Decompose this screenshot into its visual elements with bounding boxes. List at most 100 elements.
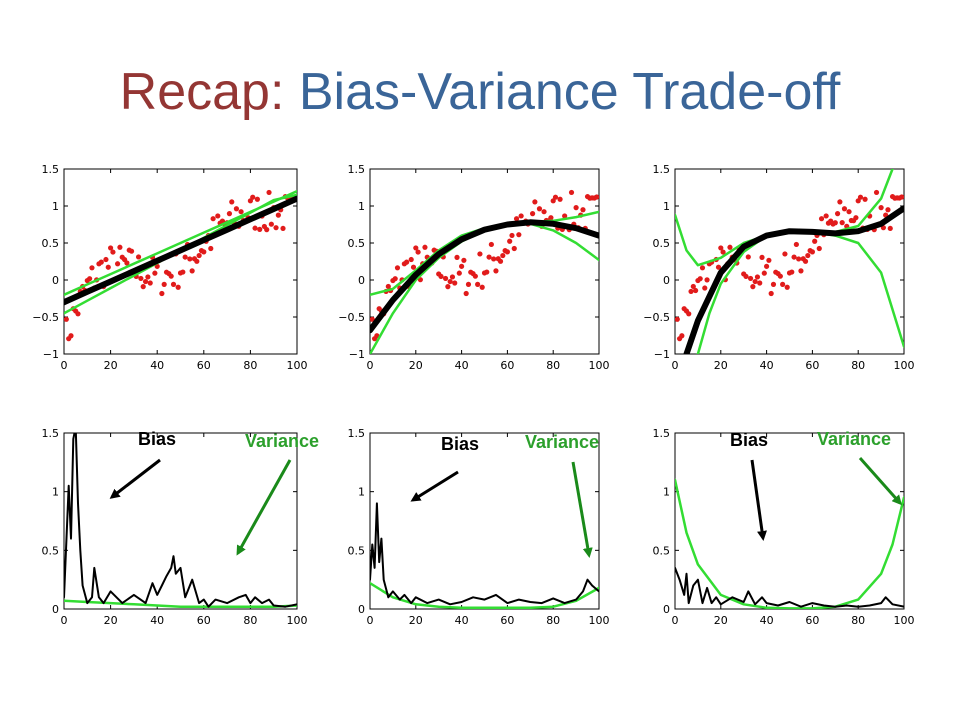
data-point xyxy=(208,245,214,252)
x-tick-label: 40 xyxy=(760,359,774,372)
data-point xyxy=(87,276,93,282)
variance-label-1: Variance xyxy=(245,431,319,451)
data-point xyxy=(266,189,272,196)
data-point xyxy=(529,211,536,217)
data-point xyxy=(196,252,202,259)
variance-label-2: Variance xyxy=(525,432,599,452)
data-point xyxy=(472,273,478,279)
x-tick-label: 80 xyxy=(851,359,865,372)
data-point xyxy=(463,290,469,297)
variance-line xyxy=(370,581,599,609)
data-point xyxy=(189,268,195,274)
x-tick-label: 40 xyxy=(150,614,164,627)
data-point xyxy=(796,256,802,262)
data-point xyxy=(823,213,829,219)
chart-panel-6: 0 20 40 60 80 100 0 0.5 1 1.5 xyxy=(653,427,915,627)
y-tick-label: 0 xyxy=(52,274,59,287)
data-point xyxy=(837,199,843,205)
data-point xyxy=(68,333,74,339)
data-point xyxy=(513,216,520,222)
data-point xyxy=(491,256,497,262)
plot-area xyxy=(370,189,599,354)
data-point xyxy=(170,281,177,287)
variance-arrow-2 xyxy=(571,461,593,558)
data-point xyxy=(486,254,492,260)
x-tick-label: 20 xyxy=(409,614,423,627)
data-point xyxy=(834,211,841,217)
data-point xyxy=(857,194,864,200)
x-tick-label: 80 xyxy=(546,614,560,627)
data-point xyxy=(532,199,538,205)
data-point xyxy=(182,254,188,260)
x-tick-label: 0 xyxy=(367,359,374,372)
x-tick-label: 80 xyxy=(851,614,865,627)
data-point xyxy=(449,274,456,280)
plot-area xyxy=(675,169,904,354)
x-tick-label: 40 xyxy=(455,359,469,372)
data-point xyxy=(802,258,809,264)
y-tick-label: 1 xyxy=(358,486,365,499)
data-point xyxy=(465,281,472,287)
x-tick-label: 60 xyxy=(500,614,514,627)
y-tick-label: 0.5 xyxy=(348,544,366,557)
data-point xyxy=(777,273,783,279)
data-point xyxy=(250,194,256,200)
data-point xyxy=(268,221,274,227)
data-point xyxy=(413,245,419,251)
y-tick-label: −0.5 xyxy=(32,311,59,324)
data-point xyxy=(459,263,465,269)
data-point xyxy=(135,254,142,260)
data-point xyxy=(573,205,579,211)
y-tick-label: 0.5 xyxy=(348,237,366,250)
data-point xyxy=(768,290,774,297)
data-point xyxy=(832,220,838,226)
data-point xyxy=(548,215,554,221)
x-tick-label: 80 xyxy=(243,359,257,372)
chart-panel-2: 0 20 40 60 80 100 −1 −0.5 0 0.5 1 1.5 xyxy=(338,163,609,372)
y-tick-label: 1 xyxy=(663,486,670,499)
data-point xyxy=(789,269,795,275)
bias-line xyxy=(370,502,599,606)
data-point xyxy=(518,213,524,219)
data-point xyxy=(791,254,797,260)
data-point xyxy=(839,220,845,226)
bias-label-1: Bias xyxy=(138,429,176,449)
data-point xyxy=(452,280,458,286)
y-tick-label: 1 xyxy=(52,200,59,213)
bias-line xyxy=(64,433,297,608)
x-tick-label: 20 xyxy=(409,359,423,372)
data-point xyxy=(252,225,258,231)
y-tick-label: 0.5 xyxy=(42,544,60,557)
data-point xyxy=(392,276,398,282)
y-tick-label: −0.5 xyxy=(338,311,365,324)
data-point xyxy=(743,273,749,280)
data-point xyxy=(580,207,586,213)
x-tick-label: 80 xyxy=(546,359,560,372)
data-point xyxy=(497,258,504,264)
data-point xyxy=(816,245,822,252)
data-point xyxy=(257,226,263,232)
x-tick-label: 60 xyxy=(197,614,211,627)
x-tick-label: 20 xyxy=(104,614,118,627)
data-point xyxy=(541,209,547,215)
y-tick-label: −1 xyxy=(349,348,365,361)
data-point xyxy=(175,284,181,290)
mean-fit-line xyxy=(683,205,904,354)
data-point xyxy=(264,227,270,233)
data-point xyxy=(745,254,751,260)
mean-fit-line xyxy=(64,195,297,306)
x-tick-label: 60 xyxy=(805,359,819,372)
data-point xyxy=(187,256,193,262)
data-point xyxy=(233,206,240,212)
axes-box xyxy=(63,432,298,610)
data-point xyxy=(103,256,109,263)
data-point xyxy=(562,213,568,219)
data-point xyxy=(275,212,281,218)
data-point xyxy=(516,232,522,238)
data-point xyxy=(693,287,699,294)
data-point xyxy=(841,206,848,212)
data-point xyxy=(238,209,244,215)
data-point xyxy=(159,290,165,297)
data-point xyxy=(454,254,460,260)
data-point xyxy=(394,265,401,271)
